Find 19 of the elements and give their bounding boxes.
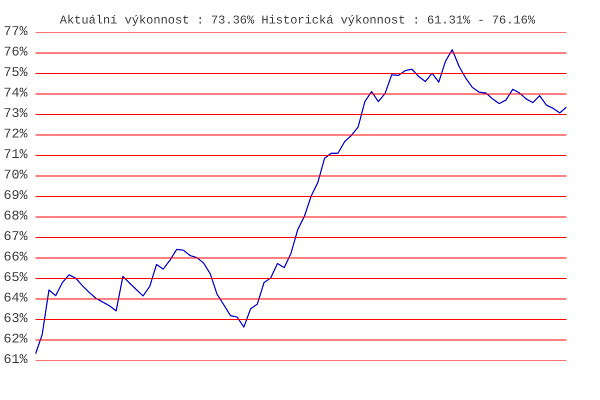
chart-title: Aktuální výkonnost : 73.36% Historická výkonnost : 61.31% - 76.16% xyxy=(60,14,536,28)
y-tick-label: 76% xyxy=(4,46,28,60)
y-tick-label: 72% xyxy=(4,128,28,142)
y-tick-label: 67% xyxy=(4,230,28,245)
y-tick-label: 61% xyxy=(4,353,28,368)
y-tick-label: 73% xyxy=(4,107,28,122)
y-tick-label: 69% xyxy=(4,189,28,204)
line-series xyxy=(36,49,566,355)
y-tick-label: 74% xyxy=(4,86,28,102)
y-tick-label: 71% xyxy=(4,148,28,163)
y-tick-label: 64% xyxy=(4,292,28,306)
y-tick-label: 65% xyxy=(4,271,28,286)
y-tick-label: 75% xyxy=(4,66,28,81)
y-tick-label: 68% xyxy=(4,210,28,224)
y-tick-label: 70% xyxy=(4,168,28,184)
y-tick-label: 66% xyxy=(4,250,28,266)
y-tick-label: 77% xyxy=(4,25,28,40)
y-tick-label: 63% xyxy=(4,312,28,327)
y-tick-label: 62% xyxy=(4,332,28,348)
